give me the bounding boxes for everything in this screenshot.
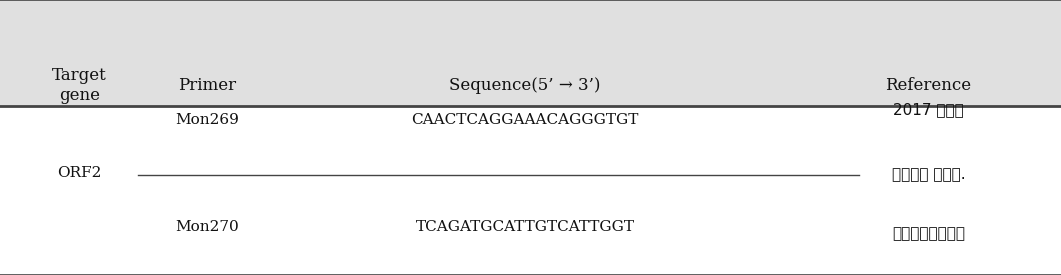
Text: Reference: Reference — [885, 77, 972, 94]
Text: TCAGATGCATTGTCATTGGT: TCAGATGCATTGTCATTGGT — [416, 220, 634, 234]
Text: Primer: Primer — [178, 77, 236, 94]
Text: Mon269: Mon269 — [175, 113, 239, 127]
Text: 2017 식중독: 2017 식중독 — [893, 103, 963, 117]
Bar — [0, 0, 1061, 106]
Text: 원인조사 시험법.: 원인조사 시험법. — [891, 167, 966, 182]
Text: Mon270: Mon270 — [175, 220, 239, 234]
Text: Sequence(5’ → 3’): Sequence(5’ → 3’) — [450, 77, 601, 94]
Text: ORF2: ORF2 — [57, 166, 102, 180]
Text: CAACTCAGGAAACAGGGTGT: CAACTCAGGAAACAGGGTGT — [412, 113, 639, 127]
Text: Target
gene: Target gene — [52, 67, 107, 104]
Text: 식품의약품안전처: 식품의약품안전처 — [892, 226, 964, 241]
